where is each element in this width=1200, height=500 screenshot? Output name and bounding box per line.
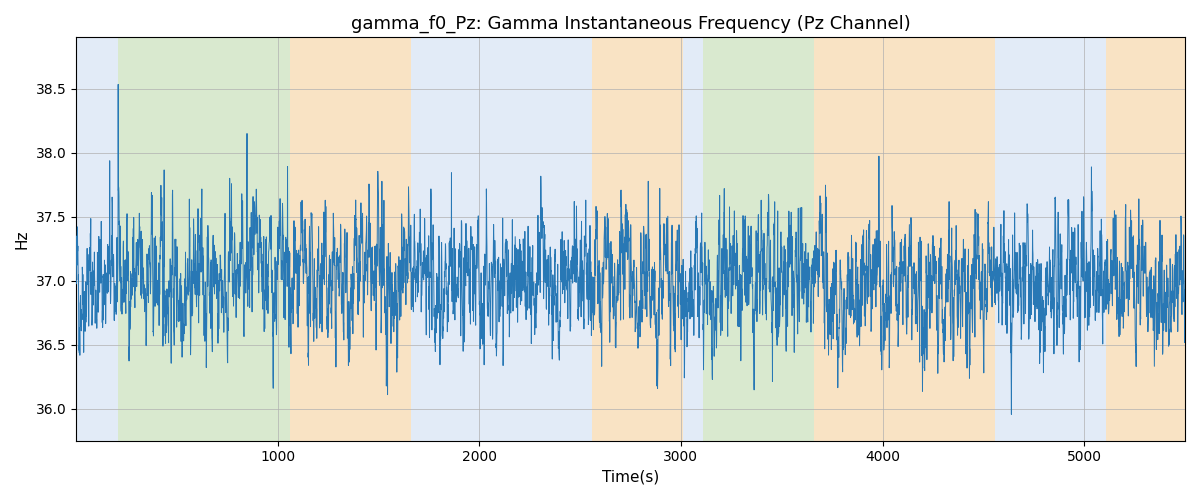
Bar <box>410 38 593 440</box>
X-axis label: Time(s): Time(s) <box>602 470 659 485</box>
Bar <box>845 38 996 440</box>
Title: gamma_f0_Pz: Gamma Instantaneous Frequency (Pz Channel): gamma_f0_Pz: Gamma Instantaneous Frequen… <box>350 15 911 34</box>
Bar <box>593 38 683 440</box>
Bar <box>703 38 814 440</box>
Bar <box>1106 38 1186 440</box>
Bar <box>814 38 845 440</box>
Bar <box>289 38 410 440</box>
Bar <box>119 38 289 440</box>
Bar <box>683 38 703 440</box>
Y-axis label: Hz: Hz <box>14 230 30 249</box>
Bar <box>996 38 1106 440</box>
Bar <box>76 38 119 440</box>
